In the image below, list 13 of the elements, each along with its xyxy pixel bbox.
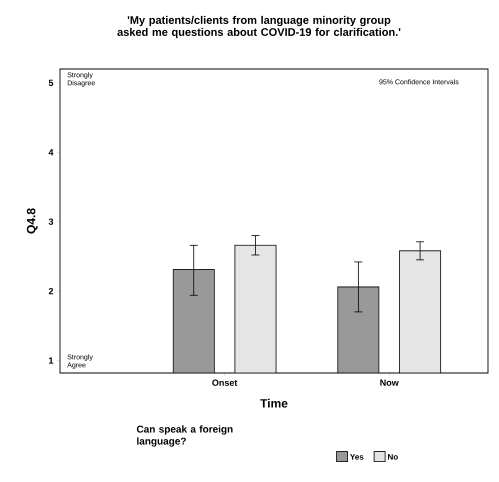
- x-axis-title: Time: [260, 398, 288, 408]
- x-tick-label: Onset: [212, 380, 238, 386]
- y-tick-label: 5: [48, 80, 54, 86]
- y-tick-label: 1: [49, 357, 54, 364]
- x-tick-label: Now: [380, 380, 399, 386]
- legend-label: Yes: [350, 454, 364, 460]
- y-tick-label: 3: [48, 218, 54, 225]
- legend-label: No: [388, 454, 398, 460]
- y-tick-label: 4: [48, 149, 54, 156]
- y-axis-title: Q4.8: [26, 208, 38, 234]
- legend-title: Can speak a foreign language?: [136, 425, 233, 447]
- y-tick-label: 2: [48, 288, 54, 294]
- chart-title: 'My patients/clients from language minority group asked me questions about COVID-19 for clarification.': [117, 16, 400, 38]
